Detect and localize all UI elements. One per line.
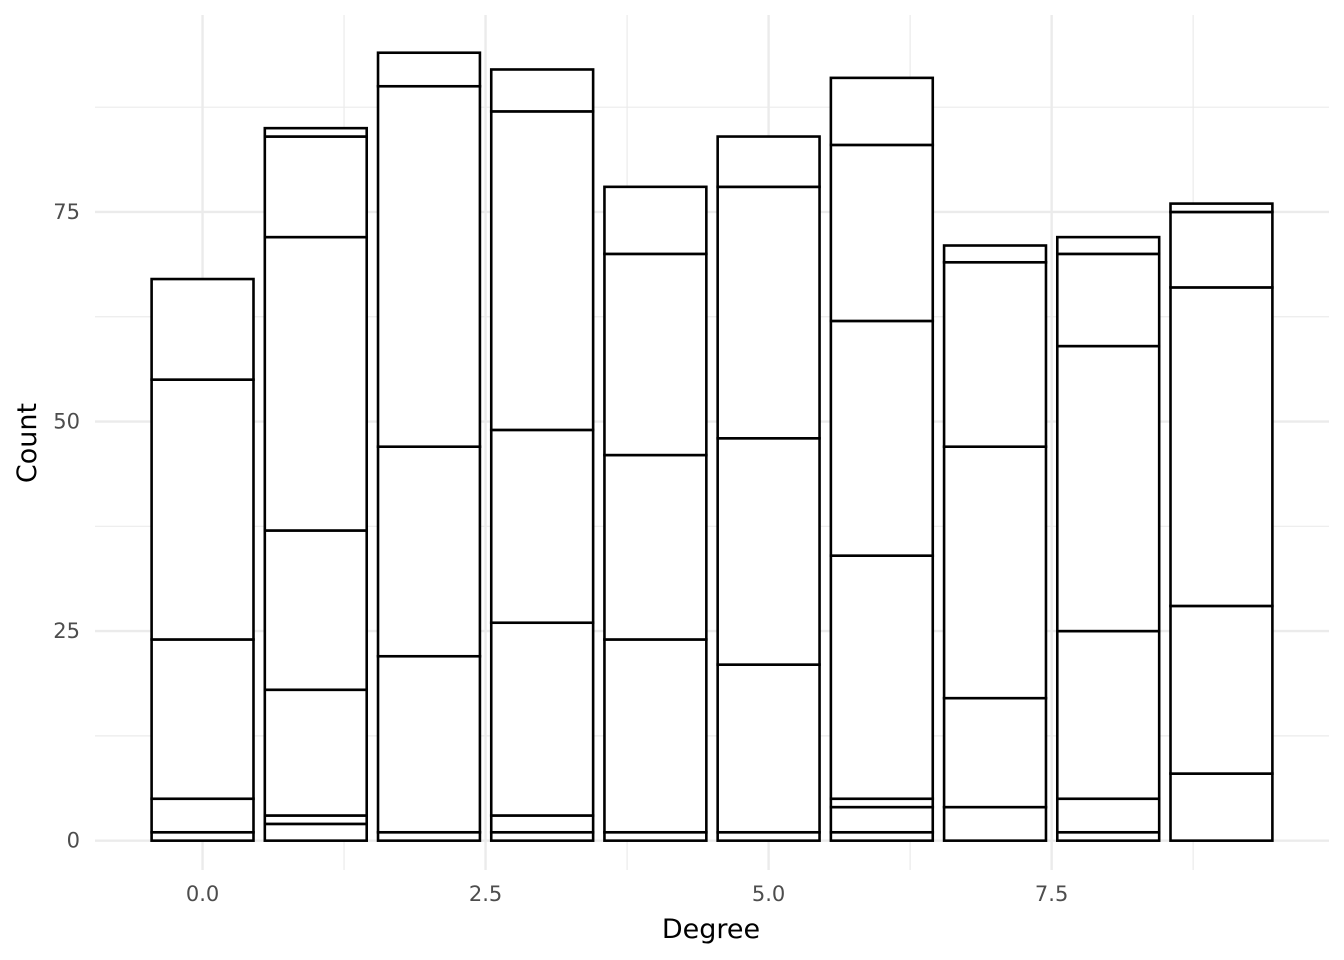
bar-segment — [942, 805, 1048, 842]
bar-segment — [376, 445, 482, 658]
bar-segment — [829, 319, 935, 557]
bar-segment — [1055, 629, 1161, 801]
bar-segment — [150, 378, 255, 641]
bar-segment — [829, 554, 935, 801]
y-tick-label: 75 — [53, 200, 80, 224]
bar-segment — [489, 68, 595, 113]
bar-segment — [942, 696, 1048, 809]
bar-segment — [942, 244, 1048, 264]
bar-segment — [1169, 202, 1274, 214]
y-tick-label: 0 — [67, 829, 80, 853]
bar-segment — [150, 277, 255, 381]
bar-segment — [489, 621, 595, 817]
x-axis-ticks: 0.0 2.5 5.0 7.5 — [186, 882, 1068, 906]
bar-segment — [1055, 252, 1161, 348]
bar-segment — [716, 135, 821, 189]
bar-segment — [489, 814, 595, 834]
bar-segment — [1169, 210, 1274, 289]
bar-segment — [603, 638, 708, 834]
bar-stack — [150, 277, 255, 842]
bars — [150, 51, 1274, 842]
bar-stack — [942, 244, 1048, 842]
bar-segment — [603, 453, 708, 641]
bar-segment — [1169, 772, 1274, 842]
bar-segment — [263, 822, 369, 842]
bar-segment — [150, 797, 255, 834]
bar-segment — [263, 126, 369, 138]
bar-stack — [263, 126, 369, 842]
bar-stack — [716, 135, 821, 842]
bar-segment — [829, 143, 935, 323]
bar-segment — [942, 445, 1048, 700]
bar-segment — [263, 688, 369, 817]
bar-segment — [376, 84, 482, 448]
bar-segment — [603, 185, 708, 256]
y-axis-ticks: 0 25 50 75 — [53, 200, 80, 853]
bar-segment — [1169, 286, 1274, 608]
bar-segment — [263, 529, 369, 692]
bar-segment — [716, 437, 821, 666]
y-tick-label: 50 — [53, 410, 80, 434]
bar-segment — [1055, 235, 1161, 256]
bar-segment — [263, 135, 369, 239]
bar-stack — [489, 68, 595, 842]
x-axis-title: Degree — [662, 914, 760, 945]
bar-segment — [829, 76, 935, 147]
bar-stack — [603, 185, 708, 842]
x-tick-label: 7.5 — [1035, 882, 1068, 906]
x-tick-label: 5.0 — [752, 882, 785, 906]
bar-segment — [150, 638, 255, 801]
bar-segment — [829, 805, 935, 834]
y-axis-title: Count — [12, 403, 43, 483]
bar-stack — [1055, 235, 1161, 842]
bar-segment — [942, 260, 1048, 448]
bar-stack — [1169, 202, 1274, 842]
x-tick-label: 2.5 — [469, 882, 502, 906]
bar-segment — [263, 235, 369, 532]
x-tick-label: 0.0 — [186, 882, 219, 906]
bar-segment — [1055, 344, 1161, 633]
bar-segment — [1055, 797, 1161, 834]
bar-segment — [489, 428, 595, 625]
bar-stack — [829, 76, 935, 842]
y-tick-label: 25 — [53, 619, 80, 643]
bar-segment — [1169, 604, 1274, 775]
bar-segment — [603, 252, 708, 457]
bar-segment — [716, 663, 821, 834]
bar-segment — [489, 110, 595, 432]
bar-segment — [716, 185, 821, 440]
bar-segment — [376, 654, 482, 834]
bar-segment — [376, 51, 482, 88]
bar-stack — [376, 51, 482, 842]
